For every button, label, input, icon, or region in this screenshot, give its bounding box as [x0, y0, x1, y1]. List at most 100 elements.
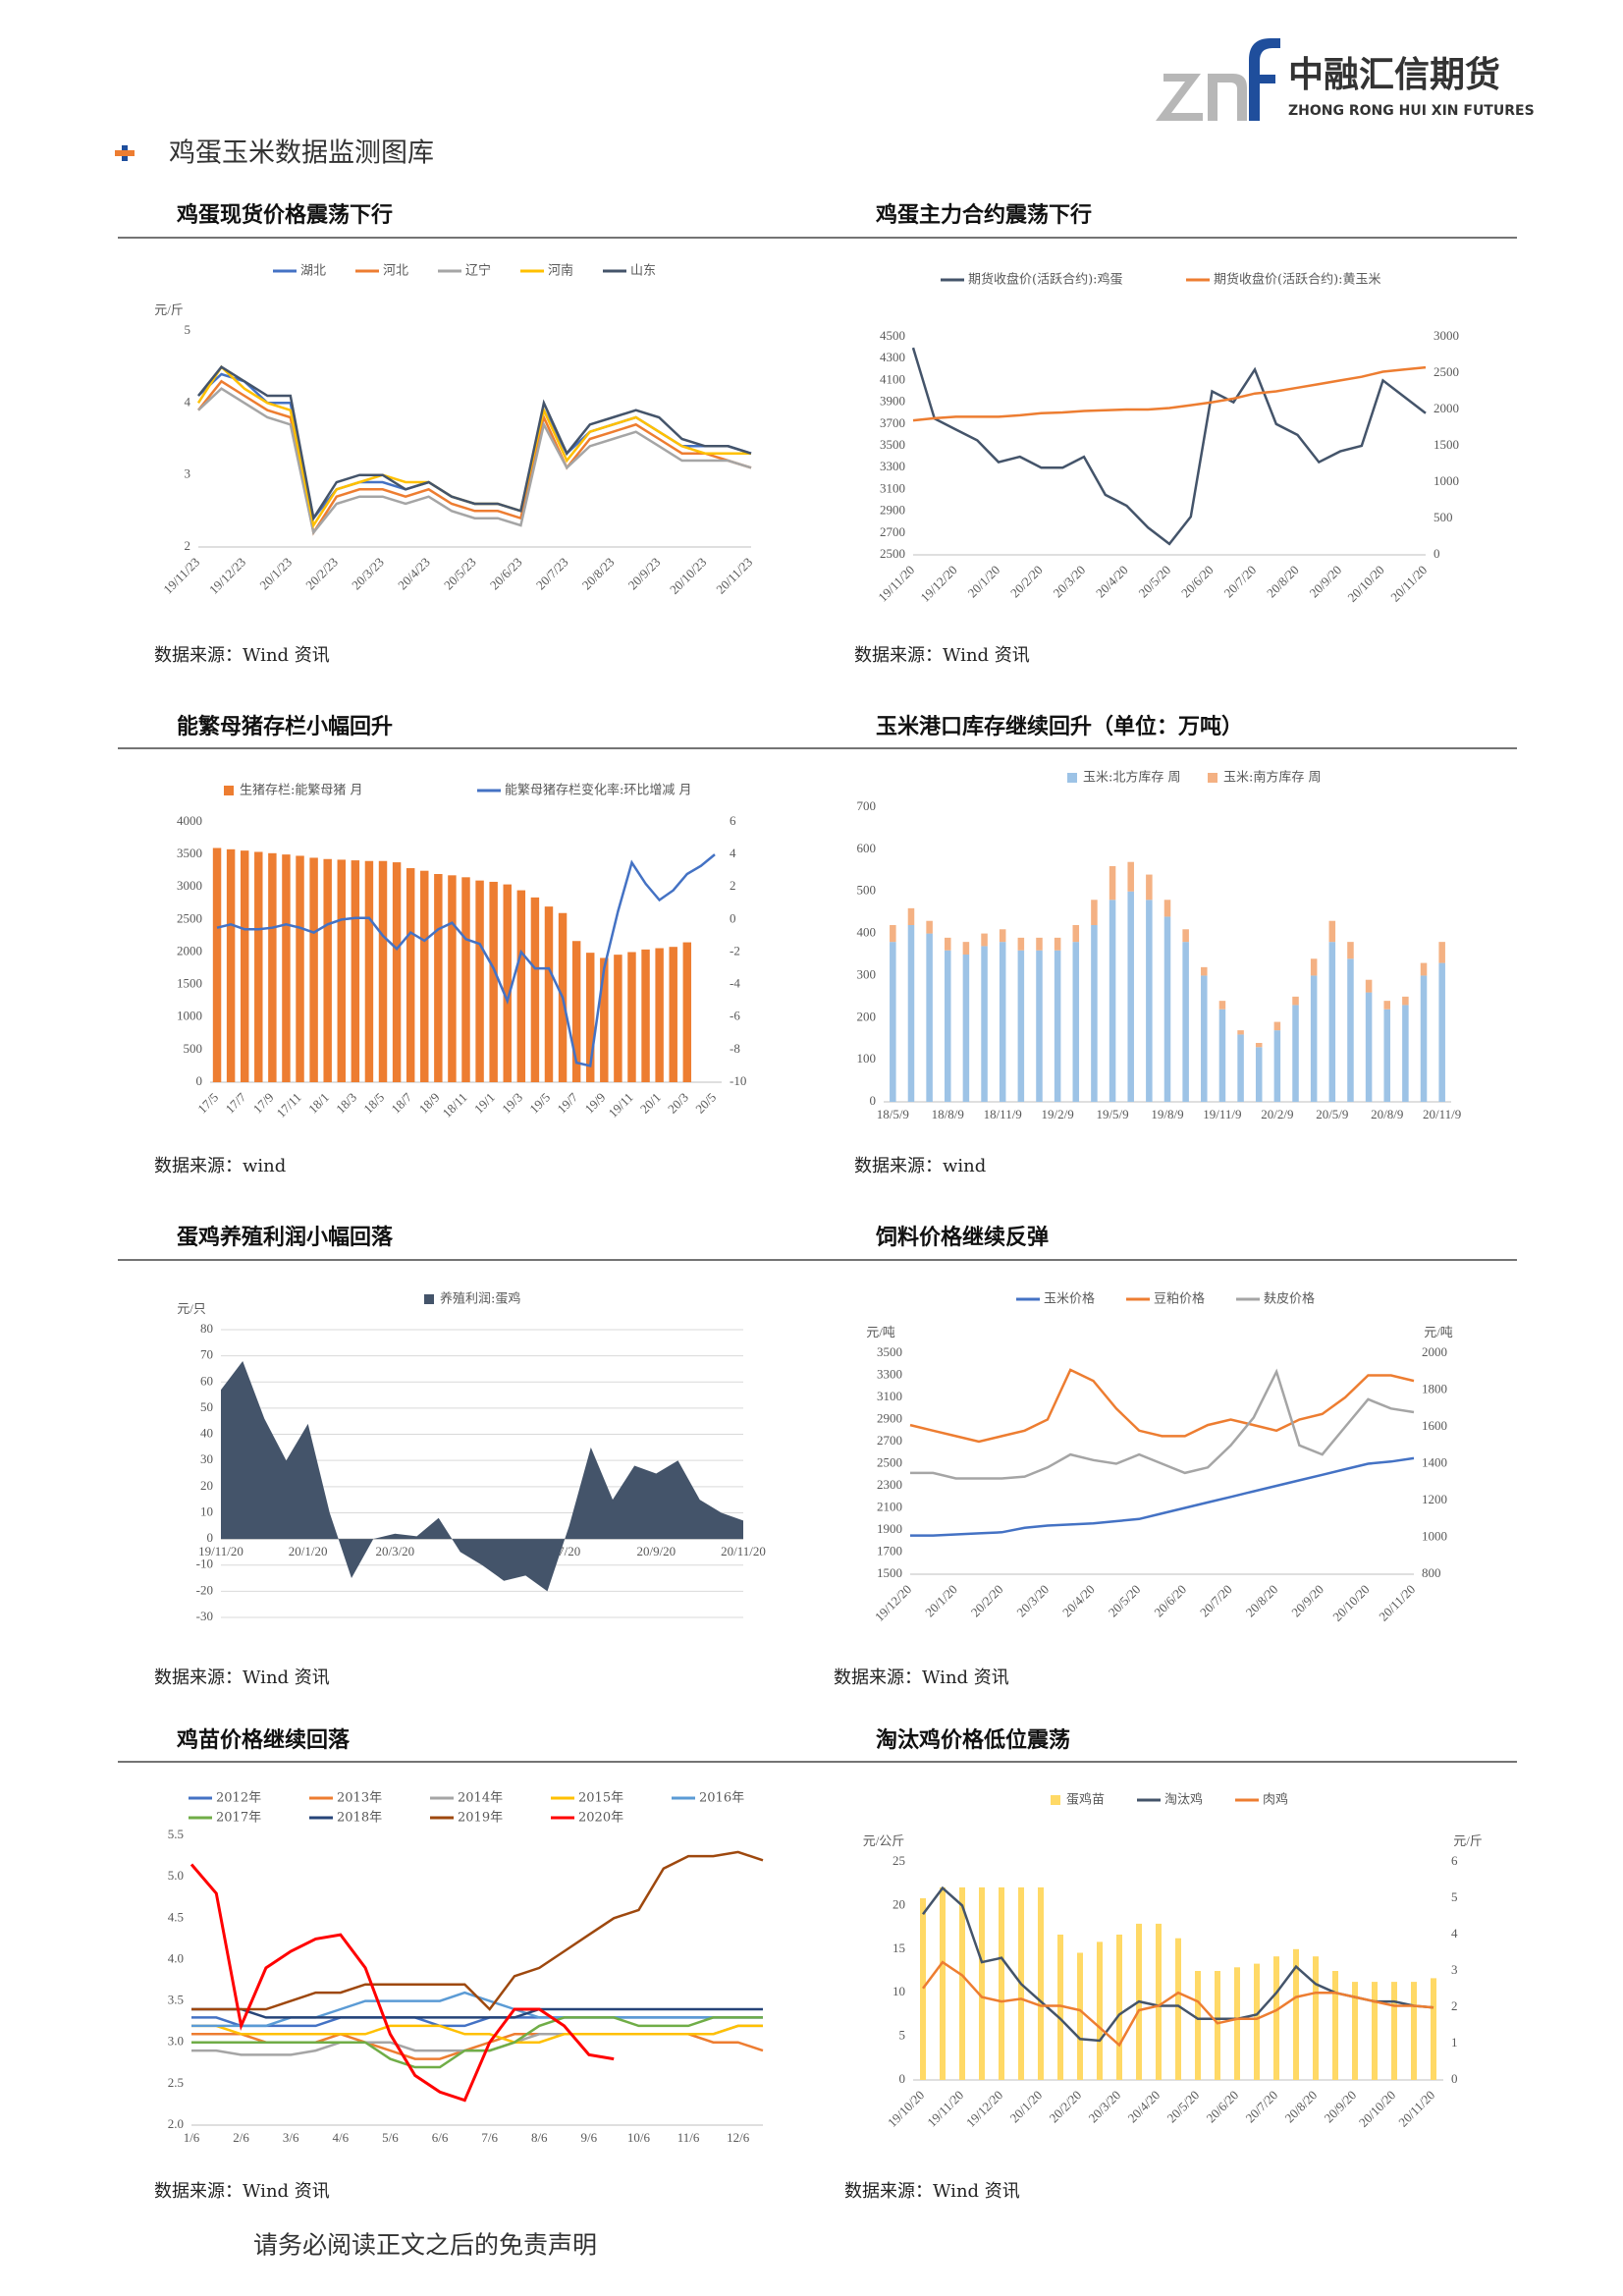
x-tick-label: 20/5/20 [1136, 563, 1174, 601]
y-tick-label: 600 [857, 841, 877, 855]
legend-label: 养殖利润:蛋鸡 [440, 1291, 520, 1307]
bar [1383, 1009, 1391, 1102]
line-series [909, 1368, 1415, 1444]
x-tick-label: 20/11/20 [1387, 563, 1430, 605]
bar [1255, 1043, 1263, 1048]
y-tick-label: 500 [857, 883, 877, 898]
x-tick-label: 20/3/20 [1051, 563, 1089, 601]
y-tick-label: 500 [184, 1041, 203, 1056]
x-tick-label: 19/7 [554, 1089, 580, 1116]
bar [962, 942, 970, 955]
y-tick-label: 0 [207, 1530, 214, 1545]
y2-tick-label: 3 [1451, 1962, 1458, 1977]
line-series [191, 2024, 763, 2044]
x-tick-label: 20/10/23 [667, 555, 709, 597]
bar [1109, 866, 1116, 901]
y2-tick-label: 500 [1434, 510, 1453, 524]
legend-label: 2015年 [578, 1791, 623, 1806]
chart-title: 鸡蛋现货价格震荡下行 [176, 202, 393, 228]
line-series [197, 365, 752, 522]
logo-f [1249, 38, 1280, 121]
line-series [196, 364, 751, 529]
x-tick-label: 4/6 [333, 2130, 350, 2145]
chart-title: 能繁母猪存栏小幅回升 [177, 714, 393, 739]
legend-label: 玉米价格 [1044, 1291, 1095, 1307]
x-tick-label: 20/3/20 [1086, 2088, 1124, 2126]
bar [1420, 962, 1428, 976]
y-tick-label: 2.5 [168, 2075, 184, 2090]
legend-label: 能繁母猪存栏变化率:环比增减 月 [505, 783, 692, 798]
y2-tick-label: 800 [1422, 1565, 1441, 1580]
x-tick-label: 5/6 [382, 2130, 399, 2145]
y-tick-label: 80 [200, 1321, 213, 1336]
legend-label: 2016年 [699, 1791, 744, 1806]
legend-label: 玉米:北方库存 周 [1083, 770, 1181, 786]
bar [1195, 1971, 1201, 2080]
y2-tick-label: 1000 [1434, 473, 1459, 488]
x-tick-label: 20/6/20 [1204, 2088, 1242, 2126]
bar [1091, 925, 1098, 1102]
line-series [911, 347, 1427, 546]
bar [962, 955, 970, 1102]
bar [1218, 1001, 1226, 1010]
y-tick-label: 2900 [880, 503, 905, 518]
bar [1038, 1886, 1044, 2080]
bar [1438, 942, 1445, 963]
bar [392, 862, 402, 1082]
legend-label: 湖北 [300, 264, 326, 279]
x-tick-label: 20/4/20 [1125, 2088, 1163, 2126]
x-tick-label: 20/8/23 [579, 555, 618, 593]
x-tick-label: 20/7/20 [1197, 1582, 1235, 1620]
x-tick-label: 19/11/23 [160, 555, 202, 597]
y-tick-label: 700 [857, 798, 877, 813]
x-tick-label: 18/5 [360, 1090, 387, 1117]
bar [544, 906, 554, 1082]
bar [378, 860, 388, 1082]
x-tick-label: 20/1/20 [289, 1544, 328, 1558]
y2-axis-label: 元/吨 [1424, 1325, 1453, 1339]
y-tick-label: 10 [200, 1503, 213, 1518]
bar [1072, 925, 1080, 943]
x-tick-label: 18/3 [333, 1090, 359, 1117]
x-tick-label: 20/11/9 [1423, 1107, 1461, 1121]
bar [1411, 1982, 1417, 2080]
y2-tick-label: 3000 [1434, 328, 1459, 343]
bar [1328, 942, 1336, 1102]
bar [926, 920, 933, 934]
bar [981, 946, 988, 1102]
y-tick-label: -20 [196, 1582, 213, 1597]
x-tick-label: 19/12/23 [206, 555, 248, 597]
source-note: 数据来源：wind [854, 1156, 986, 1176]
y-tick-label: 25 [893, 1853, 905, 1868]
y2-tick-label: -4 [730, 976, 740, 991]
y2-tick-label: 2 [1451, 1998, 1458, 2013]
y-tick-label: 4 [185, 394, 191, 409]
x-tick-label: 20/6/20 [1151, 1582, 1189, 1620]
x-tick-label: 20/1/20 [1007, 2088, 1046, 2126]
x-tick-label: 20/6/20 [1178, 563, 1217, 601]
bar [944, 950, 951, 1102]
y2-tick-label: 1400 [1422, 1454, 1447, 1469]
bar [890, 925, 896, 943]
bar [571, 941, 581, 1082]
bar [420, 870, 429, 1082]
x-tick-label: 1/6 [184, 2130, 200, 2145]
y-tick-label: 300 [857, 966, 877, 981]
panel-rules [118, 237, 1517, 1763]
bar [614, 955, 622, 1082]
y-axis-label: 元/只 [177, 1301, 206, 1316]
bar [1127, 891, 1134, 1102]
bar [1201, 975, 1208, 1102]
x-tick-label: 17/9 [250, 1090, 277, 1117]
y-tick-label: 2700 [880, 524, 905, 539]
bar [1017, 950, 1025, 1102]
x-tick-label: 20/5 [692, 1090, 719, 1117]
bar [1036, 937, 1043, 951]
y2-tick-label: -10 [730, 1073, 746, 1088]
y2-tick-label: -6 [730, 1009, 740, 1023]
bar [1175, 1938, 1181, 2080]
x-tick-label: 6/6 [432, 2130, 449, 2145]
bar [1237, 1030, 1244, 1035]
y-tick-label: 2500 [177, 910, 202, 925]
source-note: 数据来源：Wind 资讯 [854, 645, 1030, 666]
